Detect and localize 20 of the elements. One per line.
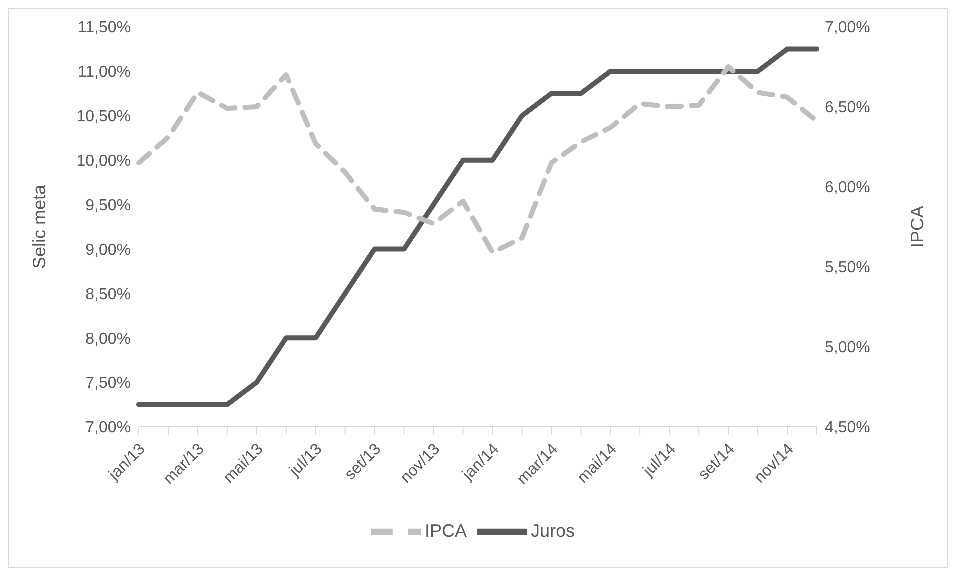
- y-tick-label: 7,00%: [86, 420, 131, 437]
- y-tick-label: 7,50%: [86, 375, 131, 392]
- legend-label: IPCA: [424, 520, 467, 541]
- y2-tick-label: 6,00%: [825, 180, 870, 197]
- y2-tick-label: 4,50%: [825, 420, 870, 437]
- y-tick-label: 10,00%: [76, 153, 131, 170]
- y-tick-label: 8,00%: [86, 330, 131, 348]
- y2-tick-label: 6,50%: [825, 100, 870, 117]
- y-tick-label: 8,50%: [86, 286, 131, 304]
- y-tick-label: 11,50%: [78, 20, 131, 37]
- y2-tick-label: 7,00%: [825, 20, 870, 37]
- y-tick-label: 9,50%: [86, 197, 131, 214]
- y-tick-label: 9,00%: [86, 242, 131, 259]
- y-axis-title: Selic meta: [29, 184, 50, 270]
- y2-tick-label: 5,50%: [825, 260, 870, 277]
- y2-tick-label: 5,00%: [825, 340, 870, 357]
- y-tick-label: 11,00%: [78, 64, 131, 82]
- y2-axis-title: IPCA: [907, 206, 928, 248]
- y-tick-label: 10,50%: [76, 108, 131, 126]
- legend-label: Juros: [531, 520, 576, 541]
